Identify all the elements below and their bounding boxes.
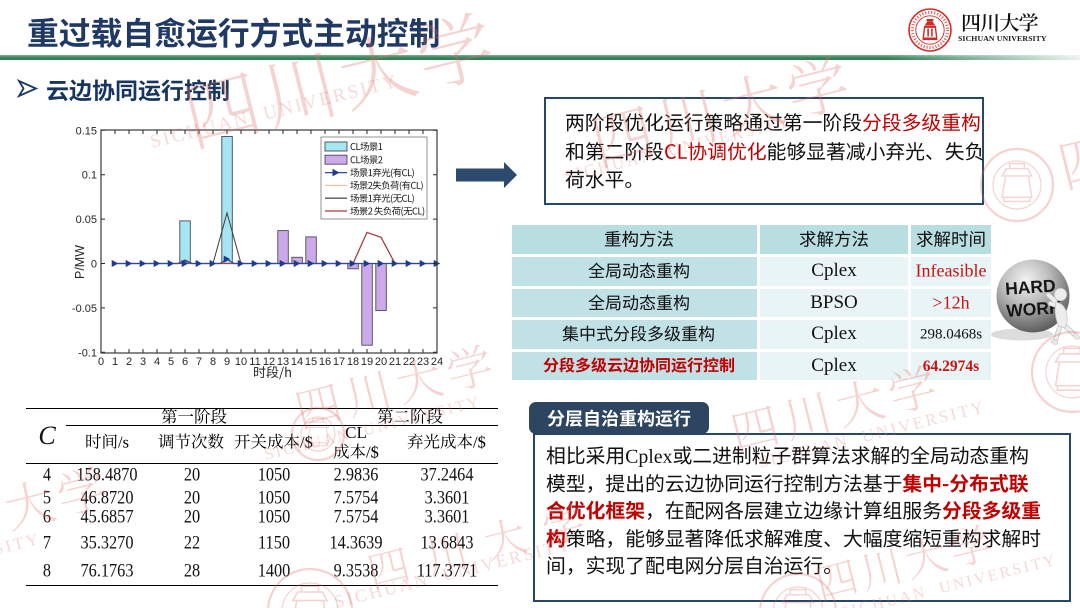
svg-text:11: 11 [249,356,260,368]
svg-text:6: 6 [182,356,188,368]
svg-text:HARD: HARD [1004,275,1056,298]
svg-text:17: 17 [333,356,345,368]
svg-text:22: 22 [403,356,415,368]
svg-text:16: 16 [319,356,331,368]
svg-text:0.1: 0.1 [82,170,97,182]
svg-text:24: 24 [431,356,443,368]
svg-text:19: 19 [361,356,373,368]
svg-text:9: 9 [224,356,230,368]
svg-text:P/MW: P/MW [73,245,87,279]
svg-text:10: 10 [235,356,247,368]
svg-text:14: 14 [291,356,303,368]
svg-text:-0.05: -0.05 [72,303,97,315]
svg-text:-0.1: -0.1 [78,347,97,359]
svg-text:15: 15 [305,356,317,368]
svg-text:20: 20 [375,356,387,368]
svg-text:4: 4 [154,356,160,368]
svg-text:7: 7 [196,356,202,368]
svg-text:18: 18 [347,356,359,368]
svg-text:SICHUAN UNIVERSITY: SICHUAN UNIVERSITY [0,529,43,604]
svg-text:2: 2 [126,356,132,368]
svg-text:8: 8 [210,356,216,368]
svg-text:3: 3 [140,356,146,368]
svg-text:0.15: 0.15 [76,125,97,137]
svg-text:12: 12 [263,356,275,368]
svg-text:0.05: 0.05 [76,214,97,226]
svg-text:1: 1 [112,356,118,368]
svg-text:5: 5 [168,356,174,368]
svg-text:23: 23 [417,356,429,368]
svg-text:21: 21 [389,356,401,368]
svg-text:13: 13 [277,356,289,368]
svg-text:0: 0 [98,356,104,368]
svg-text:0: 0 [91,259,97,271]
